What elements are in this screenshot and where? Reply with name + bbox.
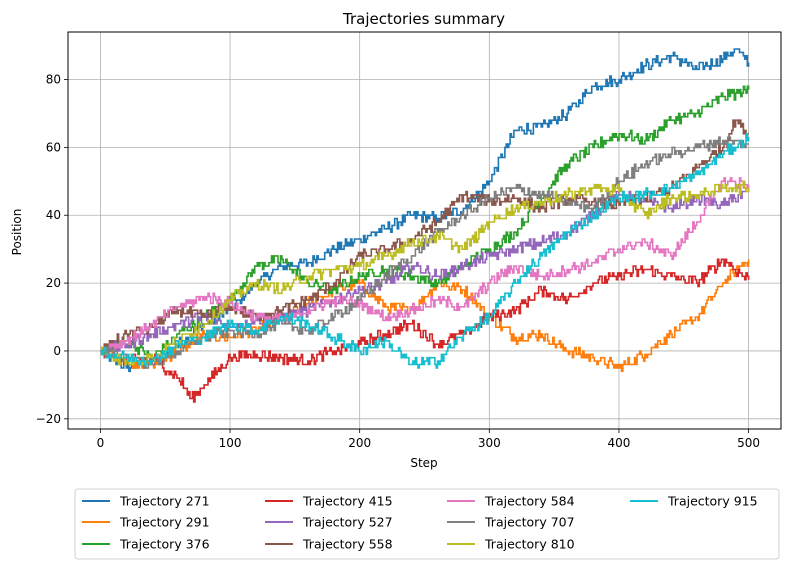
y-tick-label: 20 xyxy=(46,276,61,290)
series-line xyxy=(100,258,750,403)
series-line xyxy=(100,259,750,373)
legend-box xyxy=(74,488,780,560)
legend-label: Trajectory 558 xyxy=(302,537,393,552)
series-line xyxy=(100,119,749,352)
x-tick-label: 100 xyxy=(219,436,242,450)
y-axis-ticks: −20 0 20 40 60 80 xyxy=(36,73,68,426)
x-tick-label: 500 xyxy=(737,436,760,450)
legend-label: Trajectory 584 xyxy=(484,494,575,509)
plot-frame xyxy=(67,31,782,430)
series-line xyxy=(100,133,750,369)
series-line xyxy=(100,180,750,366)
x-tick-label: 0 xyxy=(97,436,105,450)
legend-label: Trajectory 707 xyxy=(484,515,575,530)
legend-label: Trajectory 271 xyxy=(119,494,210,509)
chart-title: Trajectories summary xyxy=(342,10,505,28)
legend: Trajectory 271 Trajectory 291 Trajectory 3… xyxy=(74,488,780,560)
y-tick-label: 0 xyxy=(53,344,61,358)
y-tick-label: 60 xyxy=(46,140,61,154)
legend-label: Trajectory 415 xyxy=(302,494,393,509)
x-tick-label: 400 xyxy=(608,436,631,450)
legend-label: Trajectory 527 xyxy=(302,515,393,530)
x-tick-label: 200 xyxy=(348,436,371,450)
y-tick-label: −20 xyxy=(36,412,61,426)
series-line xyxy=(100,177,750,356)
y-tick-label: 80 xyxy=(46,73,61,87)
x-axis-label: Step xyxy=(410,456,437,470)
y-axis-label: Position xyxy=(10,209,24,256)
legend-label: Trajectory 915 xyxy=(667,494,758,509)
x-tick-label: 300 xyxy=(478,436,501,450)
legend-label: Trajectory 376 xyxy=(119,537,210,552)
x-axis-ticks: 0 100 200 300 400 500 xyxy=(97,429,760,450)
y-tick-label: 40 xyxy=(46,208,61,222)
legend-label: Trajectory 810 xyxy=(484,537,575,552)
legend-label: Trajectory 291 xyxy=(119,515,210,530)
series-lines xyxy=(100,48,750,403)
